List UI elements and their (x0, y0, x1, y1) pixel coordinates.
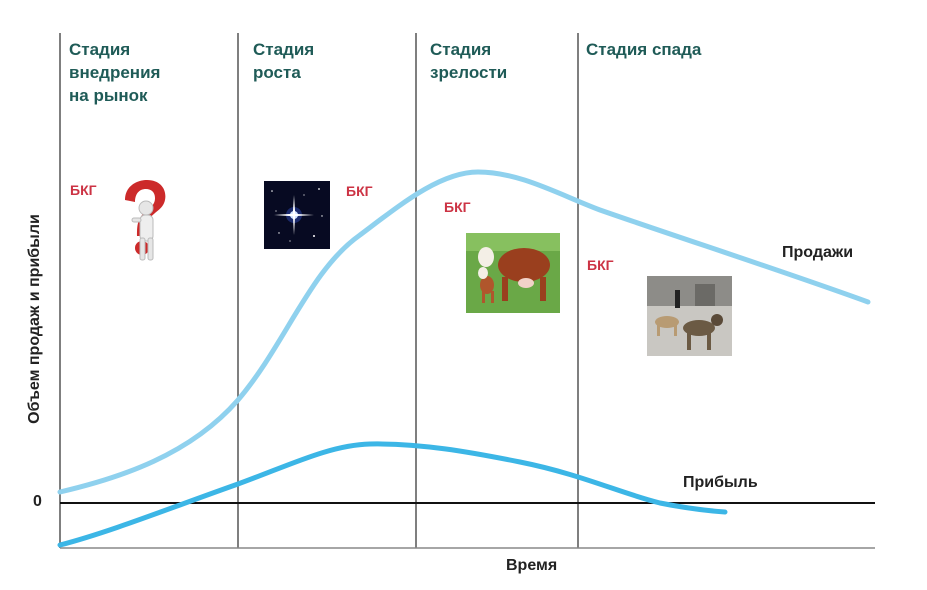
bkg-label-cow: БКГ (444, 199, 471, 215)
cow-icon (466, 233, 560, 313)
dog-icon (647, 276, 732, 356)
profit-curve-label: Прибыль (683, 474, 758, 491)
y-axis-title: Объем продаж и прибыли (26, 214, 43, 424)
stage-label-growth: Стадия роста (253, 40, 315, 82)
bkg-label-dog: БКГ (587, 257, 614, 273)
sales-curve (57, 169, 871, 495)
question-mark-figure-icon (115, 178, 170, 264)
zero-label: 0 (33, 493, 42, 510)
bkg-label-star: БКГ (346, 183, 373, 199)
bkg-label-question: БКГ (70, 182, 97, 198)
sales-curve-label: Продажи (782, 244, 854, 261)
star-icon (264, 181, 330, 249)
stage-label-decline: Стадия спада (586, 40, 702, 59)
stage-label-introduction: Стадия внедрения на рынок (69, 40, 161, 105)
x-axis-title: Время (506, 557, 558, 574)
stage-label-maturity: Стадия зрелости (430, 40, 508, 82)
profit-curve (57, 441, 728, 548)
